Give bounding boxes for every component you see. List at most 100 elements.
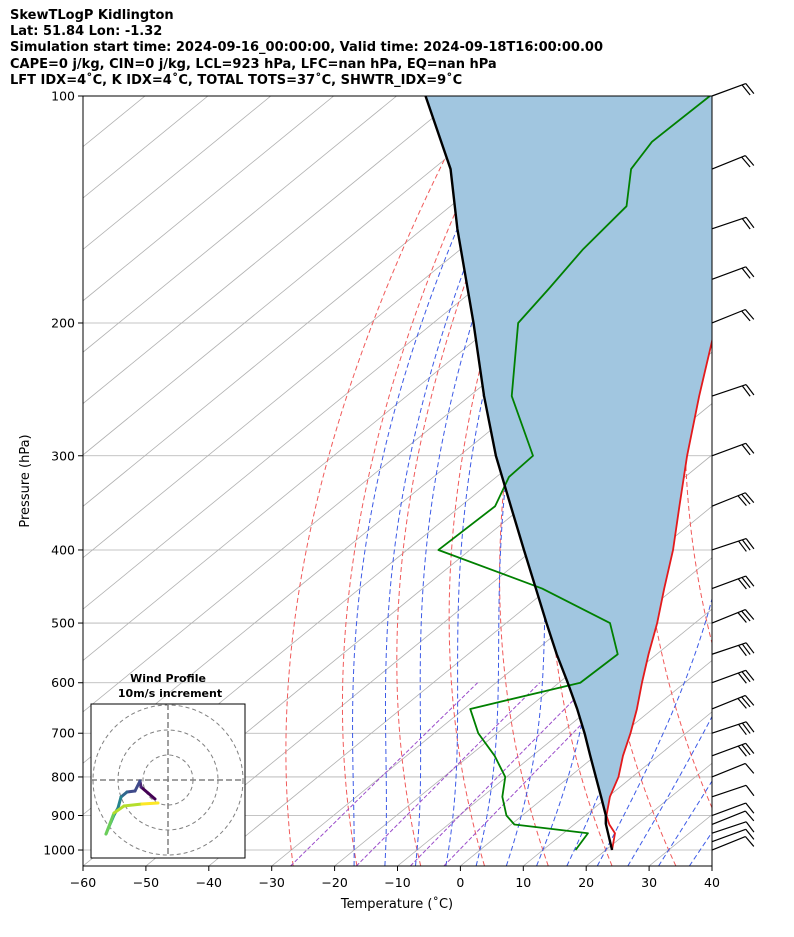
hodograph [91,704,245,858]
barb-flag [741,696,751,708]
barb-staff [711,762,746,778]
barb-staff [711,669,746,684]
barb-flag [741,643,751,655]
barb-flag [745,721,755,733]
barb-staff [711,802,746,817]
barb-flag [744,492,755,504]
cape-shading [425,96,712,824]
barb-staff [711,492,746,507]
x-tick-label: 40 [704,875,720,890]
barb-flag [744,836,755,847]
barb-flag [737,745,747,757]
barb-flag [745,669,755,681]
wind-barbs [711,82,755,851]
index-line: LFT IDX=4˚C, K IDX=4˚C, TOTAL TOTS=37˚C,… [10,72,463,88]
barb-flag [737,495,747,507]
x-tick-label: 10 [515,875,531,890]
cape-line: CAPE=0 j/kg, CIN=0 j/kg, LCL=923 hPa, LF… [10,56,497,72]
wind-barb [711,721,755,736]
x-tick-label: 20 [578,875,594,890]
isotherm-gridline [775,96,794,866]
isotherm-gridline [83,96,397,353]
inset-title: Wind Profile [130,672,206,685]
chart-header: SkewTLogP Kidlington Lat: 51.84 Lon: -1.… [10,8,603,89]
x-axis-label: Temperature (˚C) [340,896,453,912]
wind-barb [711,537,755,552]
mixing-ratio-line [355,682,541,866]
barb-flag [741,310,751,322]
hodograph-segment [139,785,150,795]
barb-staff [711,537,747,551]
barb-staff [711,642,747,655]
y-tick-label: 700 [51,726,75,741]
wind-barb [711,308,755,324]
barb-flag [737,612,747,623]
wind-barb [711,835,755,851]
wind-profile-inset: Wind Profile 10m/s increment [90,672,246,859]
hodograph-segment [133,779,142,793]
barb-flag [741,610,751,622]
dry-adiabat [285,96,478,866]
y-tick-label: 300 [51,448,75,463]
y-tick-label: 600 [51,675,75,690]
y-tick-label: 1000 [43,843,75,858]
wind-barb [711,642,755,657]
barb-flag [737,698,747,709]
wind-barb [711,802,755,817]
dry-adiabat [396,96,543,866]
x-tick-label: −20 [321,875,347,890]
mixing-ratio-line [410,682,592,866]
barb-flag [745,742,755,754]
y-tick-label: 200 [51,315,75,330]
hodograph-segment [140,801,160,806]
wind-barb [711,384,755,397]
y-axis-label: Pressure (hPa) [18,434,33,527]
barb-flag [745,828,755,840]
barb-staff [711,742,746,757]
time-line: Simulation start time: 2024-09-16_00:00:… [10,40,603,56]
barb-staff [711,575,746,590]
barb-flag [741,493,751,505]
chart-title: SkewTLogP Kidlington [10,8,174,23]
barb-staff [711,608,746,624]
isotherm-gridline [334,557,712,866]
barb-flag [738,723,747,736]
barb-staff [711,821,747,834]
wind-barb [711,608,755,624]
x-tick-label: −10 [384,875,410,890]
barb-flag [738,644,747,657]
barb-flag [745,642,755,654]
barb-flag [741,744,751,756]
wind-barb [711,82,755,97]
barb-flag [744,309,755,320]
barb-flag [744,763,755,774]
moist-adiabat [720,96,794,866]
x-tick-label: −50 [133,875,159,890]
isotherm-gridline [83,96,460,405]
barb-staff [711,828,746,843]
barb-flag [744,155,755,166]
barb-flag [744,695,755,706]
y-tick-label: 800 [51,769,75,784]
barb-flag [738,540,747,552]
isotherm-gridline [83,96,272,250]
isotherm-gridline [83,96,586,507]
x-tick-label: −40 [196,875,222,890]
isotherm-gridline [271,505,712,866]
x-tick-label: 0 [456,875,464,890]
barb-flag [745,821,755,833]
wind-barb [711,492,755,507]
hodograph-segment [122,802,144,808]
y-tick-label: 500 [51,616,75,631]
barb-flag [745,266,755,278]
barb-flag [741,156,751,168]
isotherm-gridline [523,711,712,866]
hodograph-segment [104,811,116,836]
barb-flag [744,609,755,620]
barb-staff [711,721,747,734]
wind-barb [711,828,755,843]
barb-flag [741,267,751,279]
barb-staff [711,442,746,457]
x-tick-label: 30 [641,875,657,890]
